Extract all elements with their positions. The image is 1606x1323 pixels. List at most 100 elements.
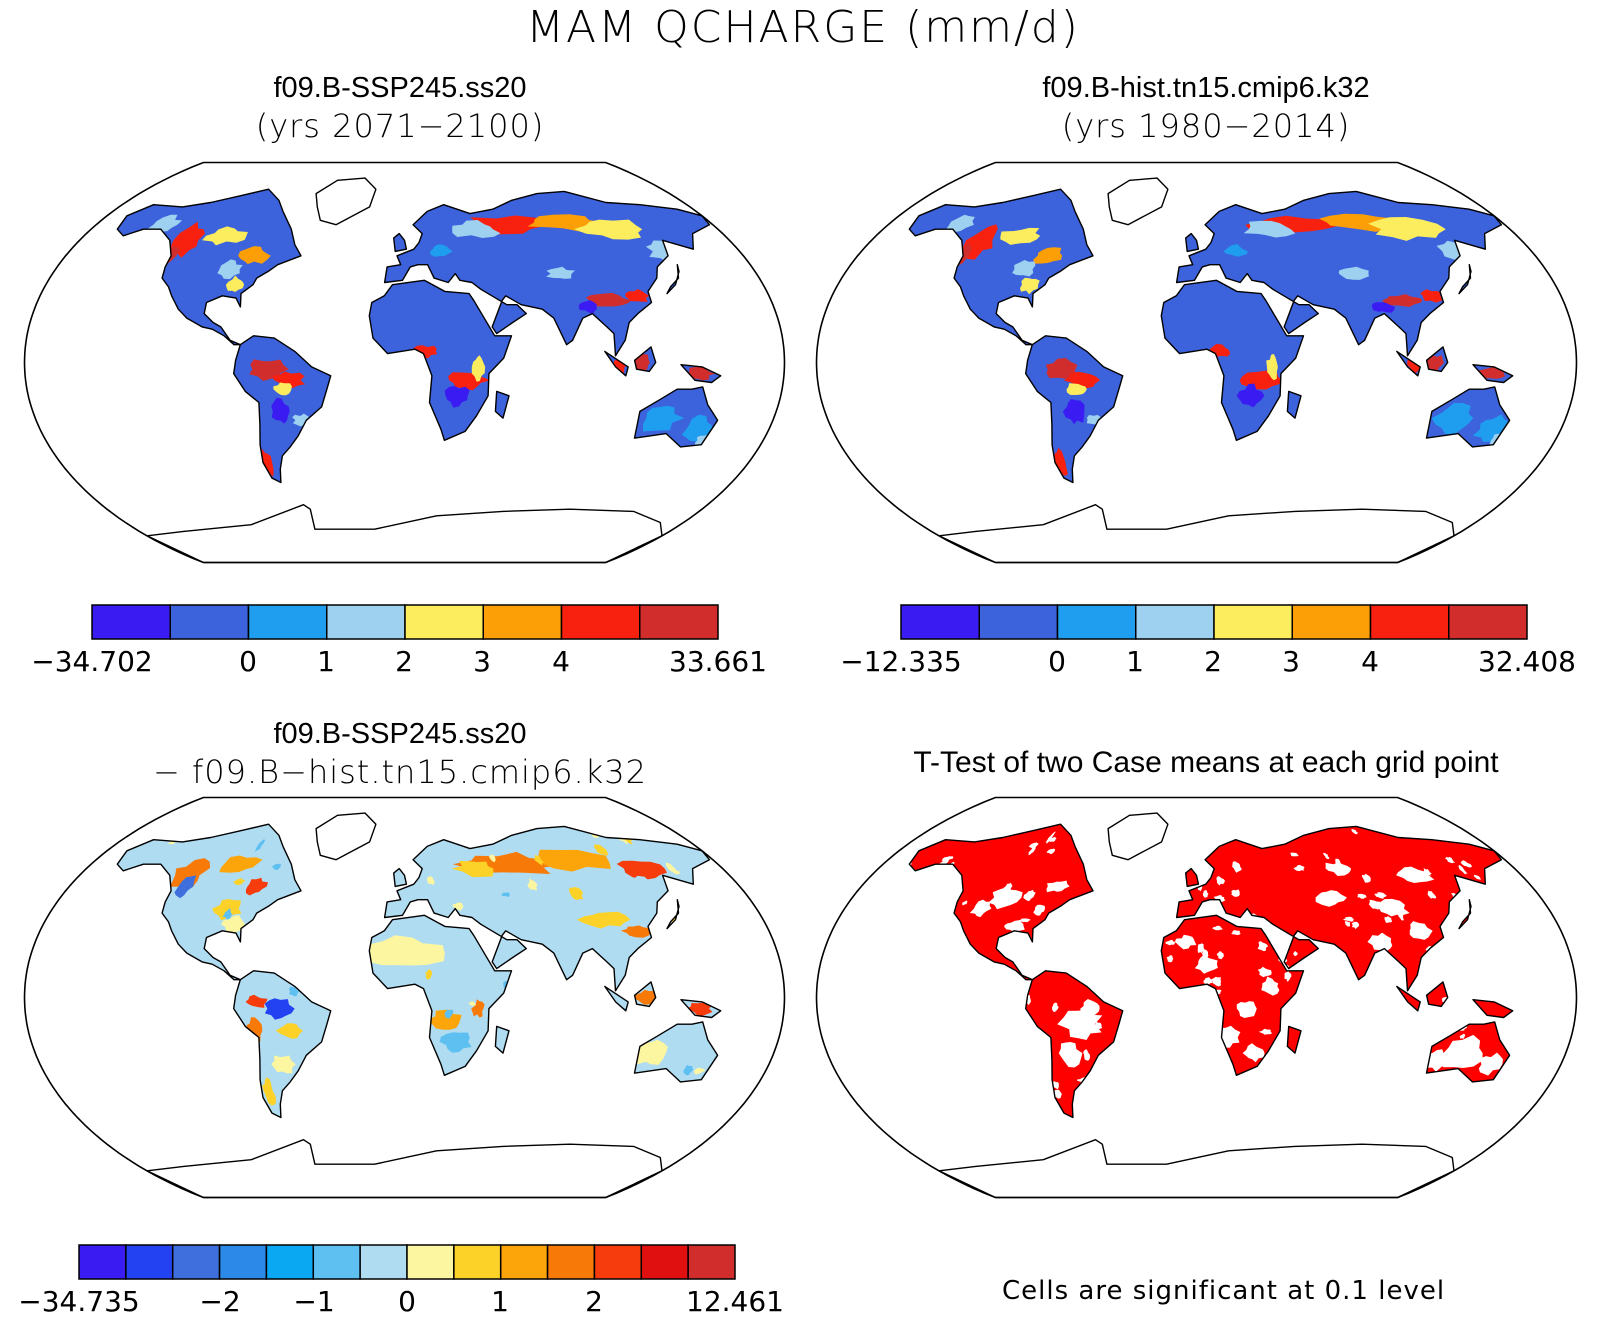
coastline-antarctica [938, 504, 1455, 564]
panel-hist-case: f09.B-hist.tn15.cmip6.k32 [1042, 72, 1370, 104]
field-patch [615, 1063, 635, 1072]
field-patch [128, 1016, 138, 1023]
nonsignificant-cell [1507, 1037, 1513, 1044]
field-patch [285, 941, 299, 946]
nonsignificant-cell [1176, 1062, 1181, 1072]
field-patch [412, 1009, 429, 1018]
field-patch [471, 999, 485, 1018]
colorbar-ssp-tick-label: 4 [552, 645, 570, 678]
field-patch [629, 979, 639, 986]
nonsignificant-cell [1384, 916, 1393, 923]
nonsignificant-cell [1023, 889, 1036, 902]
nonsignificant-cell [1426, 1021, 1433, 1030]
nonsignificant-cell [1201, 949, 1209, 958]
field-patch [610, 1053, 618, 1067]
coastline-antarctica [938, 1139, 1455, 1199]
nonsignificant-cell [1362, 873, 1371, 883]
colorbar-diff-swatch [359, 1244, 408, 1280]
nonsignificant-cell [1203, 977, 1213, 985]
field-patch [439, 1032, 472, 1053]
nonsignificant-cell [962, 959, 970, 970]
field-patch [665, 862, 680, 875]
field-patch [1020, 277, 1040, 295]
nonsignificant-cell [1292, 1087, 1302, 1099]
coastline-europe-asia [1175, 825, 1503, 992]
field-patch [687, 1002, 713, 1016]
map-outline [23, 161, 786, 564]
field-layer [107, 824, 721, 1118]
nonsignificant-cell [1344, 921, 1350, 927]
nonsignificant-cell [1539, 933, 1546, 942]
field-patch [327, 933, 338, 949]
nonsignificant-cell [1211, 925, 1223, 931]
nonsignificant-cell [969, 899, 992, 918]
nonsignificant-cell [1311, 1049, 1318, 1061]
field-patch [585, 292, 631, 307]
field-patch [717, 978, 721, 989]
coastline-madagascar [1286, 390, 1302, 419]
field-patch [271, 863, 282, 871]
field-patch [620, 925, 652, 938]
nonsignificant-cell [1323, 852, 1330, 860]
field-patch [225, 275, 245, 292]
nonsignificant-cell [1113, 967, 1121, 978]
nonsignificant-cell [1325, 862, 1352, 876]
field-patch [452, 220, 501, 238]
nonsignificant-cell [990, 995, 997, 1005]
colorbar-hist-swatch [1448, 604, 1528, 640]
field-patch [1243, 220, 1296, 238]
nonsignificant-cell [1042, 1099, 1051, 1109]
coastline-north-america [908, 823, 1094, 981]
map-ssp [23, 161, 786, 564]
nonsignificant-cell [1316, 1031, 1323, 1042]
nonsignificant-cell [1056, 948, 1070, 957]
nonsignificant-cell [1257, 966, 1272, 978]
field-patch [1431, 403, 1474, 435]
nonsignificant-cell [1480, 1082, 1491, 1089]
nonsignificant-cell [994, 1072, 1008, 1081]
nonsignificant-cell [1527, 1028, 1532, 1036]
colorbar-hist-swatch [978, 604, 1059, 640]
nonsignificant-cell [940, 877, 948, 885]
field-patch [1236, 383, 1265, 408]
nonsignificant-cell [1366, 1029, 1382, 1036]
colorbar-ssp-swatch [404, 604, 484, 640]
field-patch [219, 855, 263, 873]
colorbar-diff-swatch [125, 1244, 174, 1280]
field-patch [576, 911, 631, 929]
nonsignificant-cell [950, 927, 963, 937]
field-patch [1382, 294, 1423, 307]
nonsignificant-cell [1421, 1084, 1431, 1094]
nonsignificant-cell [1382, 966, 1390, 976]
colorbar-diff-tick-label: −2 [199, 1285, 240, 1318]
nonsignificant-cell [1236, 1001, 1257, 1018]
field-patch [412, 345, 438, 359]
colorbar-hist-swatch [1291, 604, 1372, 640]
colorbar-hist-swatch [1213, 604, 1293, 640]
nonsignificant-cell [1385, 985, 1392, 996]
nonsignificant-cell [1293, 951, 1298, 957]
nonsignificant-cell [1174, 934, 1197, 950]
nonsignificant-cell [1046, 848, 1056, 855]
field-patch [117, 887, 126, 893]
panel-diff-case-b: − f09.B−hist.tn15.cmip6.k32 [153, 753, 647, 791]
colorbar-hist-swatch [900, 604, 980, 640]
field-patch [568, 1015, 587, 1023]
field-patch [262, 1077, 277, 1106]
ttest-title: T-Test of two Case means at each grid po… [913, 746, 1499, 779]
nonsignificant-cell [1455, 1090, 1464, 1099]
coastline-africa [368, 279, 513, 441]
field-patch [107, 1032, 117, 1046]
field-patch [217, 259, 243, 280]
nonsignificant-cell [1223, 1082, 1235, 1091]
colorbar-ssp-swatch [91, 604, 171, 640]
figure-title: MAM QCHARGE (mm/d) [526, 2, 1080, 53]
field-patch [202, 226, 248, 246]
nonsignificant-cell [1376, 898, 1410, 917]
nonsignificant-cell [1118, 999, 1130, 1010]
nonsignificant-cell [1409, 921, 1433, 940]
field-patch [484, 1061, 499, 1069]
nonsignificant-cell [1473, 874, 1481, 880]
panel-hist-years: (yrs 1980−2014) [1061, 107, 1351, 145]
coastline-south-america [1025, 335, 1124, 484]
